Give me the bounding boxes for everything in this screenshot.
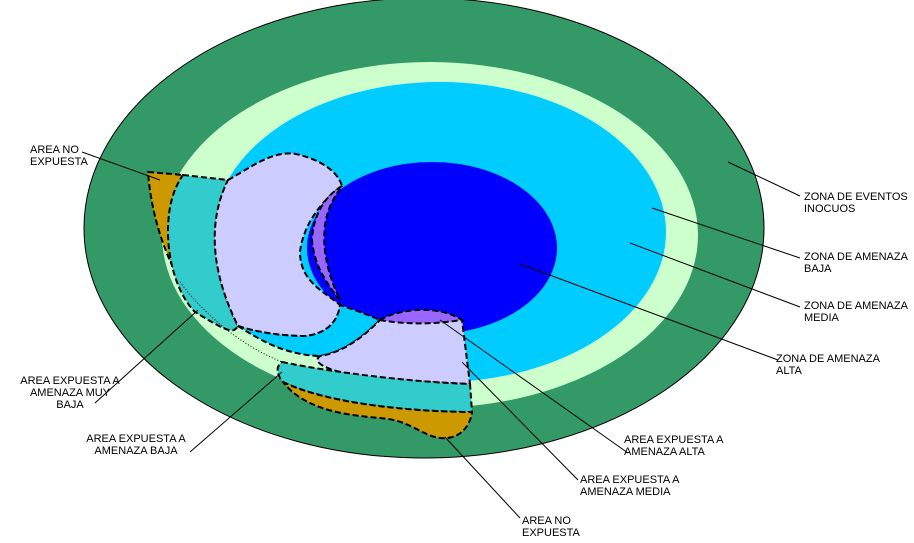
label-area-expuesta-baja-line: AREA EXPUESTA A <box>86 433 186 445</box>
leader-zona-amenaza-media <box>629 242 801 308</box>
area-amenaza-alta-bottom <box>377 308 465 325</box>
label-zona-amenaza-baja-line: BAJA <box>804 263 832 275</box>
label-area-expuesta-alta-line: AMENAZA ALTA <box>624 446 706 458</box>
label-area-no-expuesta-top-line: AREA NO <box>30 144 79 156</box>
label-zona-amenaza-alta: ZONA DE AMENAZA ALTA <box>776 353 881 377</box>
label-zona-amenaza-baja-line: ZONA DE AMENAZA <box>804 251 909 263</box>
label-area-expuesta-muy-baja-line: BAJA <box>56 399 84 411</box>
leader-area-expuesta-alta <box>439 319 629 454</box>
label-area-expuesta-media: AREA EXPUESTA A AMENAZA MEDIA <box>580 474 680 498</box>
label-zona-amenaza-media: ZONA DE AMENAZA MEDIA <box>804 300 909 324</box>
label-area-no-expuesta-top: AREA NO EXPUESTA <box>30 144 89 168</box>
label-area-no-expuesta-top-line: EXPUESTA <box>30 156 89 168</box>
label-zona-amenaza-media-line: ZONA DE AMENAZA <box>804 300 909 312</box>
zona-amenaza-alta-core <box>307 162 557 334</box>
label-zona-amenaza-media-line: MEDIA <box>804 312 840 324</box>
leader-area-no-expuesta-top <box>81 151 161 181</box>
leader-area-expuesta-baja <box>189 371 283 453</box>
leader-zona-amenaza-alta <box>519 263 779 361</box>
leader-area-expuesta-media <box>461 361 579 481</box>
label-area-no-expuesta-bottom-line: AREA NO <box>522 515 571 527</box>
area-no-expuesta-bottom <box>282 381 474 440</box>
label-area-expuesta-muy-baja-line: AMENAZA MUY <box>30 387 111 399</box>
label-area-expuesta-alta: AREA EXPUESTA A AMENAZA ALTA <box>624 434 724 458</box>
label-area-expuesta-baja-line: AMENAZA BAJA <box>94 445 178 457</box>
label-zona-amenaza-alta-line: ZONA DE AMENAZA <box>776 353 881 365</box>
label-zona-eventos-inocuos-line: ZONA DE EVENTOS <box>804 191 908 203</box>
leader-zona-eventos-inocuos <box>727 161 801 197</box>
leader-area-expuesta-muy-baja <box>94 309 199 404</box>
label-area-no-expuesta-bottom-line: EXPUESTA <box>522 527 581 539</box>
label-area-expuesta-media-line: AREA EXPUESTA A <box>580 474 680 486</box>
label-area-no-expuesta-bottom: AREA NO EXPUESTA <box>522 515 581 539</box>
area-amenaza-alta-left <box>310 185 343 301</box>
area-amenaza-baja-left <box>213 152 344 338</box>
label-area-expuesta-muy-baja: AREA EXPUESTA A AMENAZA MUY BAJA <box>20 375 120 411</box>
label-zona-eventos-inocuos-line: INOCUOS <box>804 203 855 215</box>
leader-zona-amenaza-baja <box>651 207 801 259</box>
leader-area-no-expuesta-bottom <box>444 436 521 519</box>
label-zona-eventos-inocuos: ZONA DE EVENTOS INOCUOS <box>804 191 908 215</box>
label-area-expuesta-baja: AREA EXPUESTA A AMENAZA BAJA <box>86 433 186 457</box>
label-area-expuesta-alta-line: AREA EXPUESTA A <box>624 434 724 446</box>
label-zona-amenaza-alta-line: ALTA <box>776 365 803 377</box>
label-zona-amenaza-baja: ZONA DE AMENAZA BAJA <box>804 251 909 275</box>
label-area-expuesta-muy-baja-line: AREA EXPUESTA A <box>20 375 120 387</box>
area-amenaza-media-strip <box>237 303 382 358</box>
label-area-expuesta-media-line: AMENAZA MEDIA <box>580 486 671 498</box>
